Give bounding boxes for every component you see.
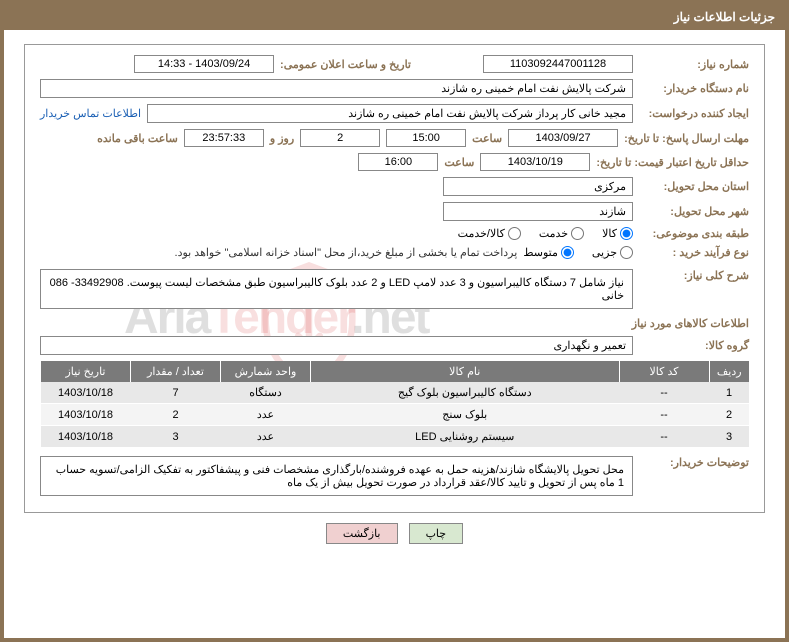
province-label: استان محل تحویل: <box>639 180 749 193</box>
buyer-notes-value: محل تحویل پالایشگاه شازند/هزینه حمل به ع… <box>40 456 633 496</box>
countdown: 23:57:33 <box>184 129 264 147</box>
province-value: مرکزی <box>443 177 633 196</box>
requester-value: مجید خانی کار پرداز شرکت پالایش نفت امام… <box>147 104 633 123</box>
radio-both-input[interactable] <box>508 227 521 240</box>
time-label-1: ساعت <box>472 132 502 145</box>
th-unit: واحد شمارش <box>221 361 311 382</box>
radio-goods[interactable]: کالا <box>602 227 633 240</box>
table-cell: 3 <box>709 426 749 448</box>
th-qty: تعداد / مقدار <box>131 361 221 382</box>
buyer-contact-link[interactable]: اطلاعات تماس خریدار <box>40 107 141 120</box>
table-row: 3--سیستم روشنایی LEDعدد31403/10/18 <box>41 426 750 448</box>
requester-label: ایجاد کننده درخواست: <box>639 107 749 120</box>
buyer-org-value: شرکت پالایش نفت امام خمینی ره شازند <box>40 79 633 98</box>
th-name: نام کالا <box>311 361 620 382</box>
table-cell: سیستم روشنایی LED <box>311 426 620 448</box>
table-cell: دستگاه کالیبراسیون بلوک گیج <box>311 382 620 404</box>
radio-goods-label: کالا <box>602 227 617 240</box>
buyer-org-label: نام دستگاه خریدار: <box>639 82 749 95</box>
radio-medium-input[interactable] <box>561 246 574 259</box>
summary-label: شرح کلی نیاز: <box>639 269 749 282</box>
days-suffix: روز و <box>270 132 294 145</box>
announce-label: تاریخ و ساعت اعلان عمومی: <box>280 58 411 71</box>
group-label: گروه کالا: <box>639 339 749 352</box>
table-row: 2--بلوک سنجعدد21403/10/18 <box>41 404 750 426</box>
table-cell: 2 <box>709 404 749 426</box>
need-number-label: شماره نیاز: <box>639 58 749 71</box>
radio-medium[interactable]: متوسط <box>523 246 574 259</box>
table-cell: 1 <box>709 382 749 404</box>
remain-suffix: ساعت باقی مانده <box>97 132 178 145</box>
category-label: طبقه بندی موضوعی: <box>639 227 749 240</box>
validity-label: حداقل تاریخ اعتبار قیمت: تا تاریخ: <box>596 156 749 169</box>
table-cell: 2 <box>131 404 221 426</box>
purchase-note: پرداخت تمام یا بخشی از مبلغ خرید،از محل … <box>175 246 518 259</box>
announce-value: 1403/09/24 - 14:33 <box>134 55 274 73</box>
table-cell: دستگاه <box>221 382 311 404</box>
deadline-time: 15:00 <box>386 129 466 147</box>
table-cell: -- <box>619 382 709 404</box>
panel-header: جزئیات اطلاعات نیاز <box>4 4 785 30</box>
th-date: تاریخ نیاز <box>41 361 131 382</box>
radio-medium-label: متوسط <box>523 246 558 259</box>
table-cell: 1403/10/18 <box>41 382 131 404</box>
validity-date: 1403/10/19 <box>480 153 590 171</box>
table-cell: 7 <box>131 382 221 404</box>
table-cell: عدد <box>221 426 311 448</box>
radio-minor-input[interactable] <box>620 246 633 259</box>
radio-service[interactable]: خدمت <box>539 227 584 240</box>
days-remaining: 2 <box>300 129 380 147</box>
time-label-2: ساعت <box>444 156 474 169</box>
table-row: 1--دستگاه کالیبراسیون بلوک گیجدستگاه7140… <box>41 382 750 404</box>
group-value: تعمیر و نگهداری <box>40 336 633 355</box>
table-cell: بلوک سنج <box>311 404 620 426</box>
table-cell: 1403/10/18 <box>41 404 131 426</box>
radio-goods-input[interactable] <box>620 227 633 240</box>
validity-time: 16:00 <box>358 153 438 171</box>
deadline-label: مهلت ارسال پاسخ: تا تاریخ: <box>624 132 749 145</box>
buyer-notes-label: توضیحات خریدار: <box>639 456 749 469</box>
radio-both[interactable]: کالا/خدمت <box>458 227 521 240</box>
th-row: ردیف <box>709 361 749 382</box>
back-button[interactable]: بازگشت <box>326 523 398 544</box>
th-code: کد کالا <box>619 361 709 382</box>
deadline-date: 1403/09/27 <box>508 129 618 147</box>
items-table: ردیف کد کالا نام کالا واحد شمارش تعداد /… <box>40 361 749 448</box>
radio-service-input[interactable] <box>571 227 584 240</box>
table-cell: -- <box>619 426 709 448</box>
radio-both-label: کالا/خدمت <box>458 227 505 240</box>
table-cell: 3 <box>131 426 221 448</box>
need-number-value: 1103092447001128 <box>483 55 633 73</box>
radio-minor-label: جزیی <box>592 246 617 259</box>
city-value: شازند <box>443 202 633 221</box>
table-cell: -- <box>619 404 709 426</box>
radio-minor[interactable]: جزیی <box>592 246 633 259</box>
radio-service-label: خدمت <box>539 227 568 240</box>
city-label: شهر محل تحویل: <box>639 205 749 218</box>
print-button[interactable]: چاپ <box>409 523 464 544</box>
table-cell: عدد <box>221 404 311 426</box>
table-cell: 1403/10/18 <box>41 426 131 448</box>
summary-value: نیاز شامل 7 دستگاه کالیبراسیون و 3 عدد ل… <box>40 269 633 309</box>
items-section-title: اطلاعات کالاهای مورد نیاز <box>40 317 749 330</box>
purchase-type-label: نوع فرآیند خرید : <box>639 246 749 259</box>
